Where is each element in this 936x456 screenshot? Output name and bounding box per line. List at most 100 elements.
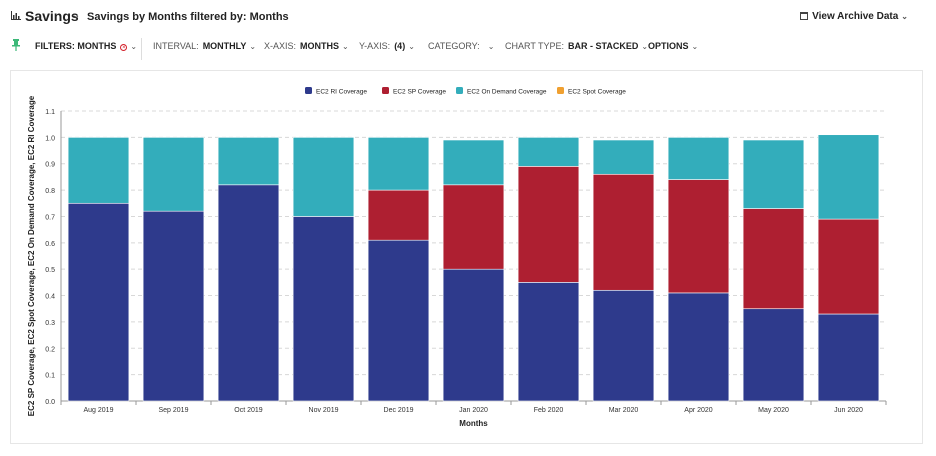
y-tick-label: 0.3 (45, 320, 55, 327)
bar-segment[interactable] (592, 289, 655, 402)
bar-segment[interactable] (442, 184, 505, 270)
clear-filter-icon[interactable]: × (120, 44, 128, 51)
y-axis-title: EC2 SP Coverage, EC2 Spot Coverage, EC2 … (27, 95, 36, 416)
bar-segment[interactable] (292, 137, 355, 217)
chevron-down-icon: ⌄ (408, 42, 415, 51)
bar-segment[interactable] (817, 218, 880, 315)
bar-segment[interactable] (517, 166, 580, 283)
y-tick-label: 1.0 (45, 135, 55, 142)
legend-label[interactable]: EC2 SP Coverage (393, 89, 446, 96)
chart-panel (10, 70, 923, 444)
x-tick-label: Jan 2020 (459, 407, 488, 414)
chevron-down-icon: ⌄ (487, 42, 495, 51)
x-tick-label: Dec 2019 (384, 407, 414, 414)
archive-label: View Archive Data (812, 11, 899, 22)
x-tick-label: May 2020 (758, 407, 789, 414)
bar-segment[interactable] (592, 173, 655, 291)
bar-segment[interactable] (217, 137, 280, 186)
legend-swatch[interactable] (305, 87, 312, 94)
bar-segment[interactable] (517, 137, 580, 167)
filters-label: FILTERS: MONTHS (35, 41, 117, 51)
x-tick-label: Oct 2019 (234, 407, 263, 414)
bar-segment[interactable] (517, 282, 580, 402)
page-title[interactable]: Savings (25, 8, 79, 24)
legend-label[interactable]: EC2 On Demand Coverage (467, 89, 547, 96)
charttype-value: BAR - STACKED (568, 41, 639, 51)
view-archive-button[interactable]: View Archive Data ⌄ (800, 11, 908, 22)
options-label: OPTIONS (648, 41, 689, 51)
xaxis-label: X-AXIS: (264, 41, 297, 51)
y-tick-label: 0.7 (45, 214, 55, 221)
y-tick-label: 0.6 (45, 241, 55, 248)
interval-value: MONTHLY (202, 41, 247, 51)
y-tick-label: 0.5 (45, 267, 55, 274)
bar-segment[interactable] (742, 208, 805, 310)
x-tick-label: Aug 2019 (84, 407, 114, 414)
x-tick-label: Apr 2020 (684, 407, 713, 414)
chevron-down-icon: ⌄ (130, 42, 138, 51)
bar-segment[interactable] (667, 179, 730, 294)
chevron-down-icon: ⌄ (249, 42, 257, 51)
bar-segment[interactable] (217, 184, 280, 402)
options-dropdown[interactable]: OPTIONS ⌄ (648, 41, 698, 51)
y-tick-label: 0.9 (45, 162, 55, 169)
charttype-label: CHART TYPE: (505, 41, 565, 51)
bar-segment[interactable] (667, 137, 730, 180)
y-tick-label: 0.1 (45, 373, 55, 380)
bar-segment[interactable] (742, 139, 805, 209)
bar-segment[interactable] (367, 137, 430, 191)
category-dropdown[interactable]: CATEGORY: ⌄ (428, 41, 494, 51)
x-tick-label: Nov 2019 (309, 407, 339, 414)
bar-segment[interactable] (592, 139, 655, 175)
filters-dropdown[interactable]: FILTERS: MONTHS × ⌄ (35, 41, 137, 51)
bar-segment[interactable] (817, 134, 880, 220)
bar-segment[interactable] (292, 216, 355, 402)
title-chevron-down-icon[interactable]: ⌄ (72, 10, 81, 21)
bar-segment[interactable] (142, 137, 205, 212)
x-tick-label: Feb 2020 (534, 407, 564, 414)
yaxis-value: (4) (394, 41, 406, 51)
bar-segment[interactable] (367, 239, 430, 402)
x-tick-label: Jun 2020 (834, 407, 863, 414)
calendar-icon (800, 12, 809, 20)
interval-dropdown[interactable]: INTERVAL: MONTHLY ⌄ (153, 41, 256, 51)
legend-swatch[interactable] (557, 87, 564, 94)
interval-label: INTERVAL: (153, 41, 199, 51)
y-tick-label: 1.1 (45, 109, 55, 116)
pin-icon[interactable] (11, 39, 21, 51)
y-tick-label: 0.4 (45, 294, 55, 301)
y-tick-label: 0.2 (45, 346, 55, 353)
chevron-down-icon: ⌄ (691, 42, 699, 51)
legend-swatch[interactable] (382, 87, 389, 94)
chevron-down-icon: ⌄ (342, 42, 349, 51)
legend-label[interactable]: EC2 Spot Coverage (568, 89, 626, 96)
toolbar-divider (141, 38, 142, 60)
chevron-down-icon: ⌄ (901, 12, 908, 21)
chevron-down-icon: ⌄ (641, 42, 649, 51)
xaxis-dropdown[interactable]: X-AXIS: MONTHS ⌄ (264, 41, 349, 51)
bar-segment[interactable] (67, 137, 130, 204)
category-label: CATEGORY: (428, 41, 480, 51)
yaxis-dropdown[interactable]: Y-AXIS: (4) ⌄ (359, 41, 415, 51)
chart-toolbar: FILTERS: MONTHS × ⌄ INTERVAL: MONTHLY ⌄ X-AX… (0, 34, 936, 58)
y-tick-label: 0.8 (45, 188, 55, 195)
bar-chart-icon (11, 11, 21, 20)
legend-swatch[interactable] (456, 87, 463, 94)
bar-segment[interactable] (142, 210, 205, 402)
x-tick-label: Sep 2019 (159, 407, 189, 414)
bar-segment[interactable] (367, 189, 430, 241)
bar-segment[interactable] (442, 139, 505, 186)
legend-label[interactable]: EC2 RI Coverage (316, 89, 367, 96)
page-header: Savings ⌄ Savings by Months filtered by:… (0, 0, 936, 34)
bar-segment[interactable] (442, 268, 505, 402)
bar-segment[interactable] (67, 202, 130, 402)
x-tick-label: Mar 2020 (609, 407, 639, 414)
bar-segment[interactable] (742, 308, 805, 402)
bar-segment[interactable] (817, 313, 880, 402)
page-subtitle: Savings by Months filtered by: Months (87, 11, 289, 23)
yaxis-label: Y-AXIS: (359, 41, 391, 51)
charttype-dropdown[interactable]: CHART TYPE: BAR - STACKED ⌄ (505, 41, 648, 51)
bar-segment[interactable] (667, 292, 730, 402)
y-tick-label: 0.0 (45, 399, 55, 406)
